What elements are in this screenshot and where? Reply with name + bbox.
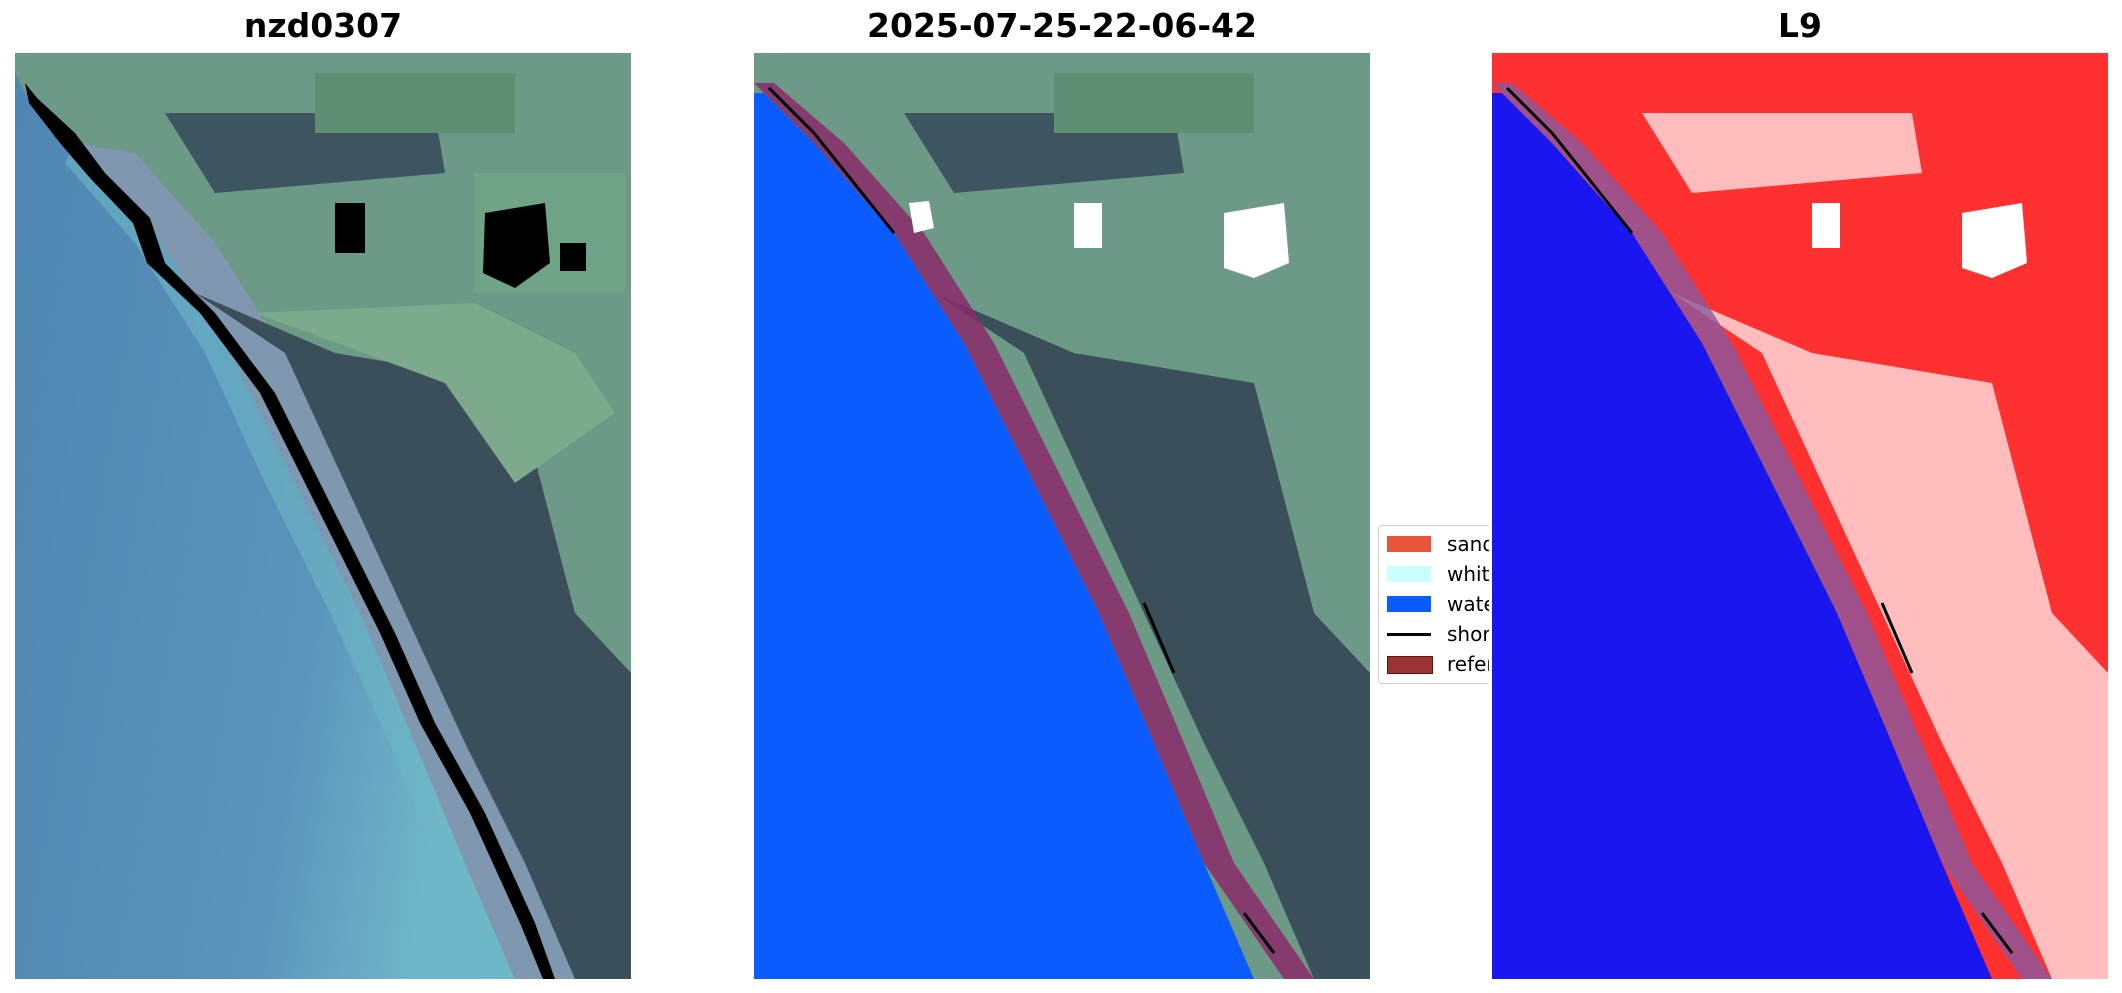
rgb-satellite-image [15,53,631,979]
panel-title-rgb: nzd0307 [243,6,403,45]
legend: sand white-water water shoreline referen… [1378,525,1489,684]
shoreline-line [1387,633,1431,636]
panel-title-classified: 2025-07-25-22-06-42 [867,6,1257,45]
panel-title-index: L9 [1778,6,1822,45]
sand-swatch [1387,536,1431,552]
classified-image [754,53,1370,979]
legend-item-shoreline: shoreline [1387,622,1489,646]
legend-label-water: water [1447,592,1489,616]
legend-item-white-water: white-water [1387,562,1489,586]
legend-item-sand: sand [1387,532,1489,556]
legend-item-water: water [1387,592,1489,616]
white-water-swatch [1387,566,1431,582]
legend-label-sand: sand [1447,532,1489,556]
reference-swatch [1387,656,1433,674]
legend-label-white-water: white-water [1447,562,1489,586]
index-image [1492,53,2108,979]
water-swatch [1387,596,1431,612]
legend-label-shoreline: shoreline [1447,622,1489,646]
legend-item-reference: reference shoreline buffer [1387,652,1489,676]
legend-label-reference: reference shoreline buffer [1447,652,1489,676]
